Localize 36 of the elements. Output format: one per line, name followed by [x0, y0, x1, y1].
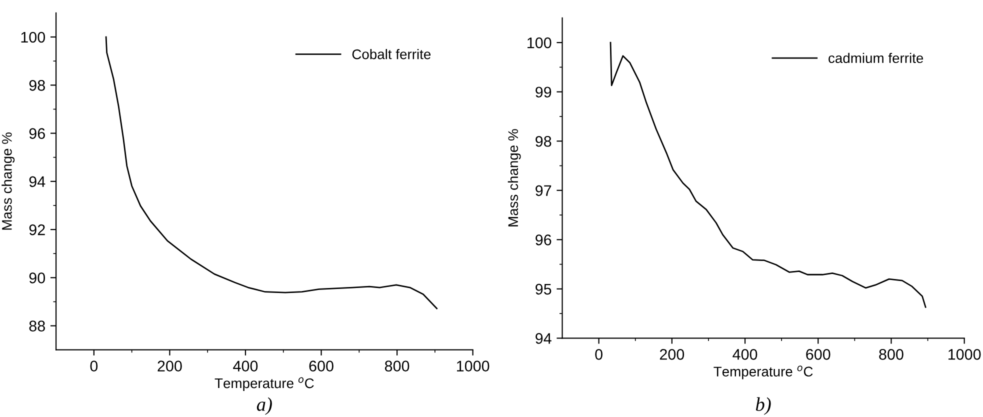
y-tick-label: 96 [29, 128, 45, 139]
y-axis-title: Mass change % [508, 129, 521, 226]
x-tick-label: 800 [384, 360, 410, 372]
y-tick-label: 95 [536, 284, 552, 295]
legend-label: cadmium ferrite [828, 52, 924, 64]
y-tick-label: 98 [29, 80, 45, 91]
y-tick-label: 96 [536, 234, 552, 246]
y-tick-label: 99 [536, 86, 552, 98]
x-tick-label: 0 [595, 349, 602, 360]
y-axis-title: Mass change % [2, 132, 15, 230]
y-tick-label: 88 [29, 320, 45, 332]
y-tick-label: 98 [536, 136, 552, 147]
x-tick-label: 1000 [456, 360, 490, 372]
y-tick-label: 90 [29, 272, 46, 284]
y-tick-label: 100 [528, 37, 552, 48]
x-tick-label: 1000 [948, 349, 981, 360]
text: b) [756, 397, 771, 415]
x-axis-title: Temperature $^{o}$C [214, 377, 314, 391]
x-tick-label: 400 [732, 349, 758, 360]
x-tick-label: 600 [806, 349, 830, 360]
x-axis-title: Temperature $^{o}$C [714, 366, 813, 380]
x-tick-label: 400 [233, 360, 258, 372]
x-tick-label: 600 [309, 360, 334, 372]
line-series [610, 42, 926, 308]
y-tick-label: 97 [536, 185, 552, 196]
y-tick-label: 94 [536, 333, 552, 344]
x-tick-label: 200 [660, 349, 684, 360]
y-tick-label: 92 [29, 224, 45, 236]
x-tick-label: 200 [158, 360, 182, 372]
text: a) [256, 397, 272, 415]
line-series [105, 36, 438, 310]
x-tick-label: 0 [90, 360, 98, 372]
y-tick-label: 100 [21, 32, 46, 43]
x-tick-label: 800 [879, 349, 904, 360]
y-tick-label: 94 [29, 176, 46, 188]
legend-label: Cobalt ferrite [352, 49, 431, 60]
